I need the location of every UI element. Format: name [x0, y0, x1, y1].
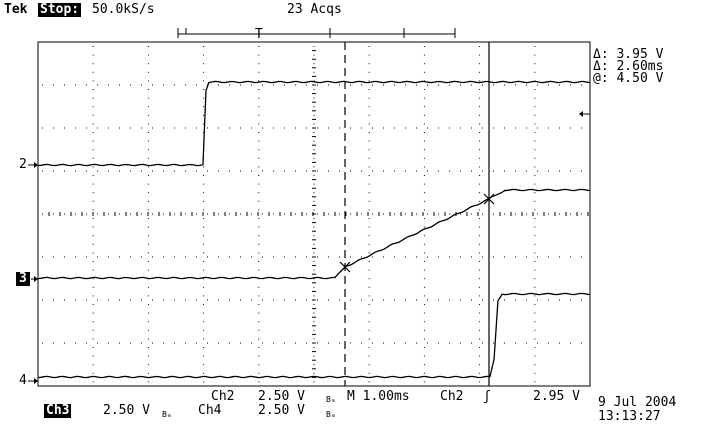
- ch2-bw-icon: Bₘ: [326, 395, 336, 404]
- ch4-waveform: [37, 292, 591, 379]
- ch4-marker[interactable]: 4: [19, 373, 27, 388]
- svg-text:T: T: [255, 27, 263, 42]
- trigger-position-marker[interactable]: T: [255, 27, 263, 42]
- cursor-delta-voltage: Δ: 3.95 V: [593, 47, 664, 62]
- ch2-marker-arrow: [28, 162, 38, 168]
- ch4-marker-arrow: [28, 378, 38, 384]
- ch2-label: Ch2: [211, 389, 235, 404]
- ch3-scale: 2.50 V: [103, 403, 150, 418]
- ch3-marker-arrow: [31, 276, 38, 282]
- graticule-grid: [42, 46, 582, 383]
- record-position-bar[interactable]: [177, 28, 456, 38]
- ch4-bw-icon: Bₘ: [326, 410, 336, 419]
- ch2-marker[interactable]: 2: [19, 157, 27, 172]
- run-state-badge[interactable]: Stop:: [38, 2, 82, 17]
- cursor-delta-time: Δ: 2.60ms: [593, 59, 664, 74]
- ch4-scale: 2.50 V: [258, 403, 305, 418]
- ch3-marker[interactable]: 3: [16, 272, 30, 286]
- ch4-label: Ch4: [198, 403, 222, 418]
- graticule-center-ticks: [37, 41, 589, 378]
- cursor-2-crossing-marker: [483, 193, 495, 205]
- cursor-at-voltage: @: 4.50 V: [593, 71, 664, 86]
- capture-date: 9 Jul 2004: [598, 395, 677, 410]
- brand-label: Tek: [4, 2, 28, 17]
- ch3-bw-icon: Bₘ: [162, 410, 172, 419]
- trigger-slope-icon: ʃ: [483, 389, 491, 404]
- sample-rate-label: 50.0kS/s: [92, 2, 155, 17]
- cursor-1-crossing-marker: [339, 261, 351, 273]
- trigger-level: 2.95 V: [533, 389, 580, 404]
- ch2-waveform: [37, 80, 591, 167]
- timebase-readout: M 1.00ms: [347, 389, 410, 404]
- trigger-level-arrow-icon[interactable]: [579, 111, 590, 117]
- ch3-label[interactable]: Ch3: [44, 403, 72, 418]
- ch3-waveform: [37, 188, 591, 280]
- acquisition-count: 23 Acqs: [287, 2, 342, 17]
- trigger-source: Ch2: [440, 389, 464, 404]
- ch2-scale: 2.50 V: [258, 389, 305, 404]
- capture-time: 13:13:27: [598, 409, 661, 424]
